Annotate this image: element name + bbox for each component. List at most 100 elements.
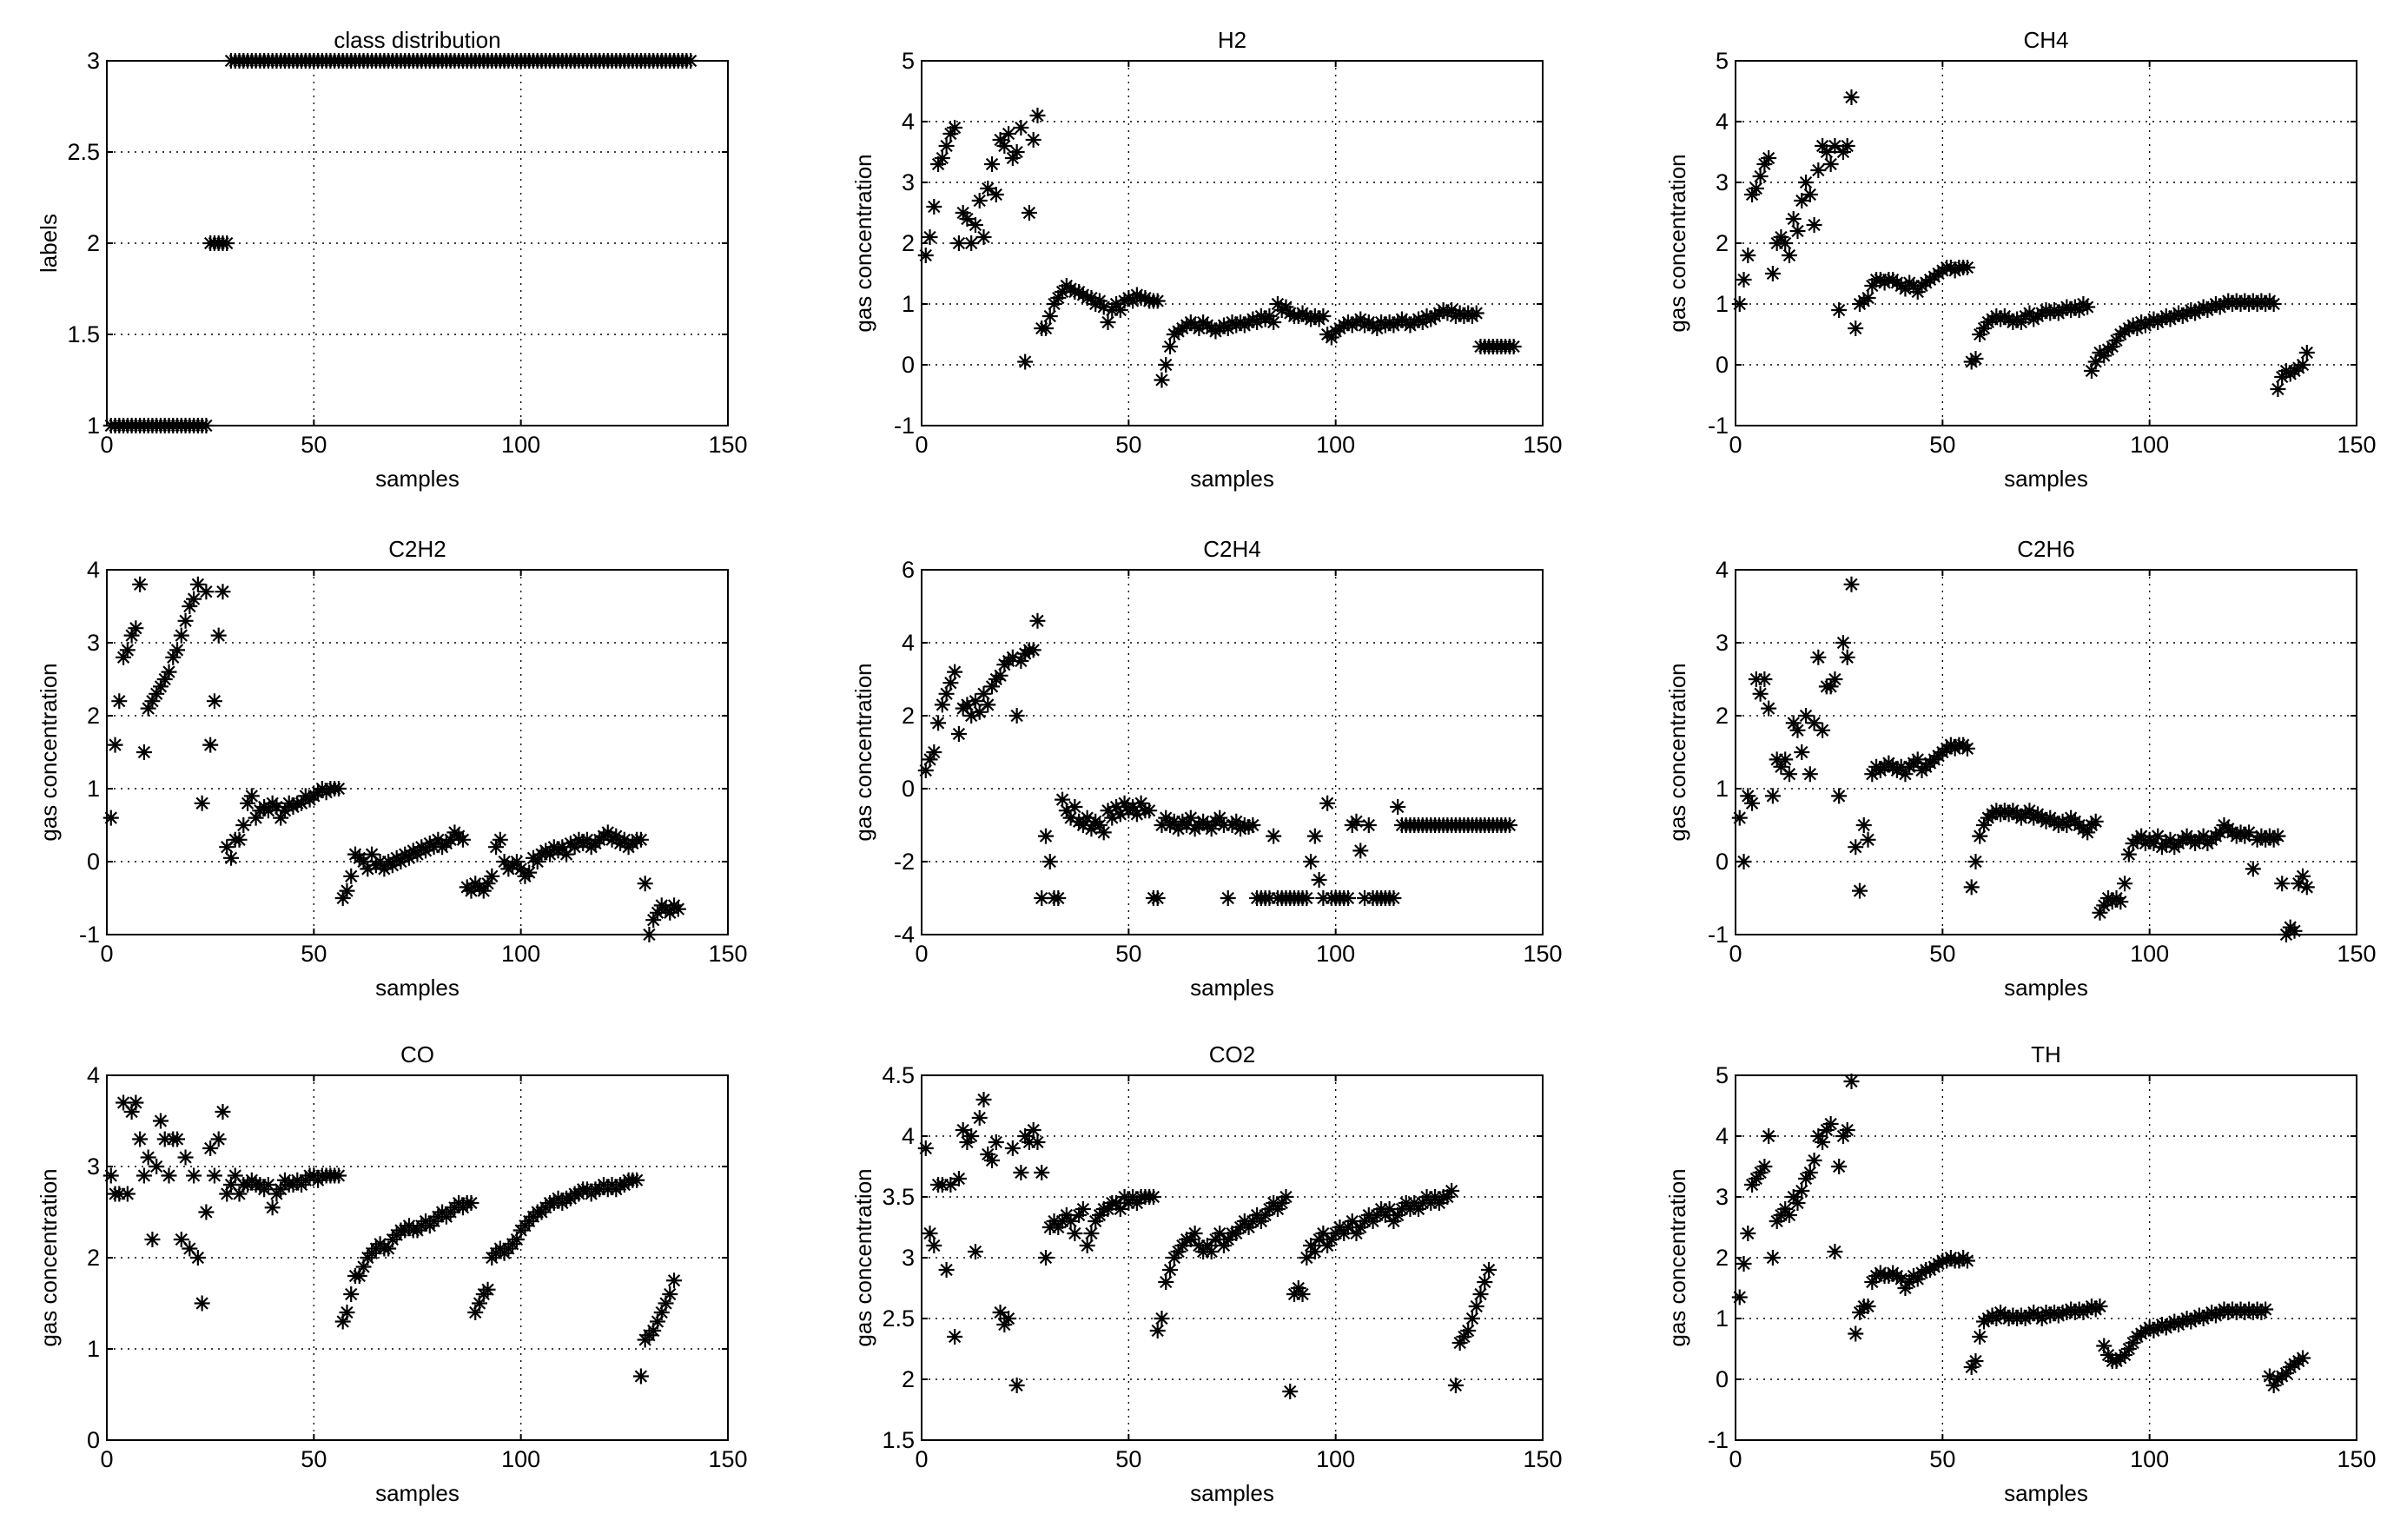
y-tick-label: 1.5 bbox=[882, 1427, 915, 1453]
series-points bbox=[1731, 576, 2315, 942]
data-point bbox=[1278, 1189, 1294, 1205]
y-axis-label: gas concentration bbox=[1664, 663, 1690, 841]
data-point bbox=[2286, 922, 2303, 939]
data-point bbox=[1360, 817, 1377, 833]
data-point bbox=[566, 839, 583, 856]
data-point bbox=[149, 1159, 165, 1174]
data-point bbox=[169, 642, 186, 658]
y-tick-label: 2 bbox=[1716, 703, 1729, 729]
data-point bbox=[1125, 293, 1141, 309]
data-point bbox=[1083, 290, 1100, 306]
data-point bbox=[662, 904, 678, 921]
data-point bbox=[1079, 1238, 1095, 1253]
data-point bbox=[554, 839, 571, 856]
data-point bbox=[1815, 138, 1831, 154]
data-point bbox=[1959, 260, 1975, 275]
data-point bbox=[1761, 700, 1777, 717]
data-point bbox=[330, 1167, 347, 1184]
data-point bbox=[343, 868, 360, 884]
y-tick-label: 2 bbox=[87, 230, 100, 256]
data-point bbox=[1860, 831, 1876, 848]
y-tick-label: 1 bbox=[902, 291, 915, 317]
data-point bbox=[559, 846, 575, 863]
data-point bbox=[231, 1186, 248, 1202]
data-point bbox=[1893, 1271, 1909, 1287]
data-point bbox=[1315, 890, 1332, 906]
data-point bbox=[1029, 108, 1046, 123]
x-axis-label: samples bbox=[1190, 466, 1274, 492]
y-tick-label: -1 bbox=[894, 413, 915, 439]
y-tick-label: 2 bbox=[1716, 230, 1729, 256]
data-point bbox=[1021, 1134, 1037, 1150]
data-point bbox=[116, 1094, 132, 1111]
data-point bbox=[1447, 1378, 1464, 1393]
data-point bbox=[1348, 813, 1365, 829]
data-point bbox=[1460, 1323, 1477, 1338]
data-point bbox=[355, 1259, 372, 1275]
data-point bbox=[1822, 1116, 1839, 1132]
data-point bbox=[1909, 284, 1926, 300]
data-point bbox=[215, 584, 231, 600]
x-axis-label: samples bbox=[1190, 1480, 1274, 1506]
data-point bbox=[467, 1305, 484, 1320]
data-point bbox=[1451, 1335, 1468, 1351]
data-point bbox=[917, 248, 934, 263]
data-point bbox=[1013, 120, 1029, 135]
data-point bbox=[1245, 1213, 1261, 1229]
data-point bbox=[1191, 321, 1207, 336]
data-point bbox=[1789, 722, 1806, 738]
data-point bbox=[1191, 1238, 1207, 1253]
data-point bbox=[1029, 1134, 1046, 1150]
data-point bbox=[1166, 1250, 1182, 1266]
data-point bbox=[1843, 1074, 1860, 1089]
data-point bbox=[219, 235, 235, 251]
data-point bbox=[1385, 890, 1402, 906]
y-tick-label: 5 bbox=[1716, 48, 1729, 74]
data-point bbox=[1731, 296, 1748, 312]
x-axis-label: samples bbox=[2004, 1480, 2088, 1506]
data-point bbox=[947, 120, 963, 135]
y-axis-label: gas concentration bbox=[850, 1168, 876, 1346]
data-point bbox=[1802, 187, 1818, 202]
data-point bbox=[2120, 846, 2137, 863]
series-points bbox=[102, 53, 699, 433]
data-point bbox=[1050, 890, 1067, 906]
data-point bbox=[1835, 635, 1851, 651]
y-tick-label: 4 bbox=[1716, 109, 1729, 135]
data-point bbox=[1257, 1207, 1273, 1223]
data-point bbox=[1215, 817, 1232, 833]
data-point bbox=[1468, 305, 1484, 321]
data-point bbox=[107, 737, 123, 753]
data-point bbox=[1740, 1226, 1756, 1241]
data-point bbox=[1104, 810, 1121, 826]
data-point bbox=[2080, 824, 2096, 841]
data-point bbox=[132, 1131, 149, 1147]
data-point bbox=[645, 912, 662, 929]
x-tick-label: 0 bbox=[915, 432, 928, 458]
data-point bbox=[1798, 1171, 1815, 1186]
data-point bbox=[959, 697, 975, 713]
y-tick-label: 3 bbox=[902, 169, 915, 195]
data-point bbox=[1427, 1189, 1444, 1205]
data-point bbox=[1418, 1189, 1435, 1205]
chart-title: CH4 bbox=[2023, 27, 2068, 53]
data-point bbox=[1393, 1201, 1410, 1217]
data-point bbox=[2013, 314, 2029, 330]
data-point bbox=[1369, 321, 1385, 336]
data-point bbox=[1777, 235, 1794, 251]
x-tick-label: 100 bbox=[1316, 1446, 1355, 1472]
data-point bbox=[1373, 1201, 1390, 1217]
data-point bbox=[1773, 229, 1789, 245]
y-tick-label: 2 bbox=[87, 1245, 100, 1271]
data-point bbox=[2278, 927, 2294, 942]
data-point bbox=[1038, 828, 1054, 844]
data-point bbox=[334, 890, 351, 906]
data-point bbox=[1769, 1213, 1785, 1229]
data-point bbox=[658, 1295, 674, 1312]
data-point bbox=[2104, 339, 2120, 354]
data-point bbox=[942, 1177, 959, 1193]
data-point bbox=[1761, 1128, 1777, 1144]
data-point bbox=[102, 810, 119, 826]
data-point bbox=[1852, 882, 1868, 899]
data-point bbox=[1179, 817, 1195, 833]
